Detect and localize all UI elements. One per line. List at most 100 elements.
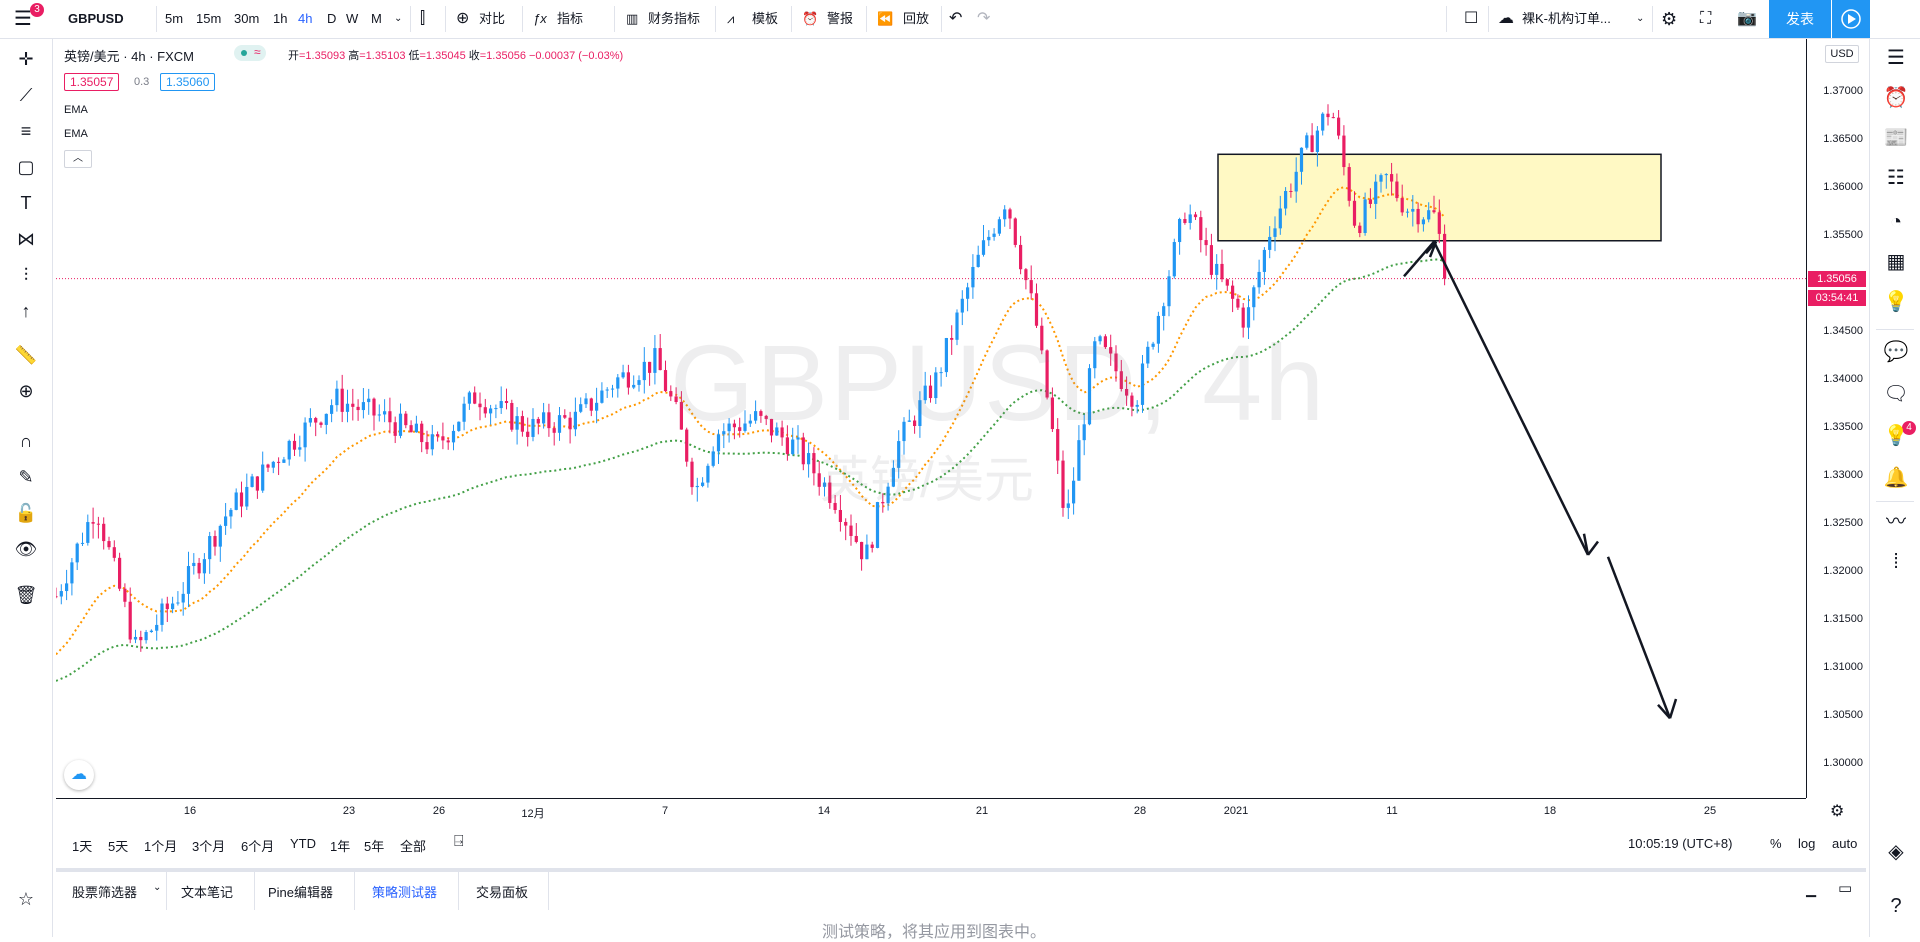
bulb-idea-icon[interactable]: 💡 bbox=[1883, 425, 1909, 447]
watchlist-icon[interactable]: ☰ bbox=[1887, 47, 1905, 69]
trash-icon[interactable]: 🗑 bbox=[14, 585, 38, 605]
chart-pane[interactable] bbox=[54, 39, 1806, 798]
financials-button[interactable]: 财务指标 bbox=[648, 11, 701, 26]
messages-icon[interactable]: 🗨 bbox=[1883, 383, 1909, 405]
eye-icon[interactable]: 👁 bbox=[14, 539, 38, 559]
dom-icon[interactable]: ⁞ bbox=[1893, 551, 1899, 573]
magnet-icon[interactable]: ∩ bbox=[19, 431, 33, 451]
trend-chart-icon[interactable]: 〰 bbox=[1886, 511, 1906, 533]
news-icon[interactable]: 📰 bbox=[1883, 127, 1909, 149]
replay-icon[interactable]: ⏪ bbox=[877, 11, 894, 26]
help-icon[interactable]: ? bbox=[1890, 895, 1902, 917]
rectangle-icon[interactable]: ▢ bbox=[17, 157, 35, 177]
financials-chart-icon[interactable]: ▥ bbox=[626, 11, 639, 26]
ideas-bulb-icon[interactable]: 💡 bbox=[1883, 291, 1909, 313]
currency-label[interactable]: USD bbox=[1825, 45, 1859, 63]
ema-legend-1[interactable]: EMA bbox=[64, 104, 88, 116]
alarm-clock-icon[interactable]: ⏰ bbox=[802, 11, 819, 26]
auto-toggle[interactable]: auto bbox=[1832, 836, 1858, 851]
interval-m[interactable]: M bbox=[371, 11, 382, 26]
interval-30m[interactable]: 30m bbox=[234, 11, 260, 26]
chevron-down-icon[interactable]: ⌄ bbox=[394, 13, 403, 24]
unlock-icon[interactable]: 🔓 bbox=[14, 503, 38, 523]
interval-w[interactable]: W bbox=[346, 11, 359, 26]
range-ytd[interactable]: YTD bbox=[290, 836, 316, 851]
replay-button[interactable]: 回放 bbox=[903, 11, 930, 26]
square-layout-icon[interactable]: ☐ bbox=[1464, 10, 1479, 27]
arrow-down-line[interactable] bbox=[1432, 241, 1590, 556]
tab-trading-panel[interactable]: 交易面板 bbox=[476, 885, 529, 900]
arrow-up-icon[interactable]: ↑ bbox=[21, 301, 31, 321]
gear-icon[interactable]: ⚙ bbox=[1661, 9, 1678, 29]
data-window-icon[interactable]: ☷ bbox=[1887, 167, 1905, 189]
fx-icon[interactable]: ƒx bbox=[533, 11, 547, 26]
arrow-down-head[interactable] bbox=[1586, 540, 1600, 556]
interval-4h[interactable]: 4h bbox=[298, 11, 313, 26]
interval-15m[interactable]: 15m bbox=[196, 11, 222, 26]
goto-date-icon[interactable]: ⍈ bbox=[454, 833, 464, 850]
chat-icon[interactable]: 💬 bbox=[1883, 341, 1909, 363]
play-icon[interactable] bbox=[1832, 0, 1870, 38]
prediction-icon[interactable]: ⫶ bbox=[23, 265, 29, 285]
maximize-icon[interactable]: ▭ bbox=[1838, 880, 1853, 897]
range-1m[interactable]: 1个月 bbox=[144, 839, 178, 854]
clock[interactable]: 10:05:19 (UTC+8) bbox=[1628, 836, 1733, 851]
trend-line-icon[interactable]: ⟋ bbox=[19, 85, 33, 105]
market-status-icon[interactable] bbox=[234, 45, 266, 61]
templates-icon[interactable]: ⩘ bbox=[727, 11, 735, 26]
compare-plus-icon[interactable]: ⊕ bbox=[456, 10, 470, 27]
zoom-in-icon[interactable]: ⊕ bbox=[18, 381, 34, 401]
camera-icon[interactable]: 📷 bbox=[1737, 10, 1757, 27]
interval-1h[interactable]: 1h bbox=[273, 11, 288, 26]
range-3m[interactable]: 3个月 bbox=[192, 839, 226, 854]
calendar-icon[interactable]: ▦ bbox=[1886, 251, 1906, 273]
price-chart[interactable] bbox=[54, 39, 1806, 798]
price-axis[interactable]: USD 1.370001.365001.360001.355001.350001… bbox=[1806, 39, 1869, 798]
interval-5m[interactable]: 5m bbox=[165, 11, 184, 26]
crosshair-icon[interactable]: ✛ bbox=[18, 49, 34, 69]
ema-slow-line[interactable] bbox=[55, 258, 1445, 682]
gear-icon[interactable]: ⚙ bbox=[1830, 803, 1845, 820]
chevron-down-icon[interactable]: ⌄ bbox=[1636, 13, 1645, 24]
ruler-icon[interactable]: 📏 bbox=[14, 345, 38, 365]
symbol-search[interactable]: GBPUSD bbox=[68, 11, 124, 26]
alert-button[interactable]: 警报 bbox=[827, 11, 854, 26]
tradingview-logo-icon[interactable]: ☁ bbox=[64, 760, 94, 790]
layout-name[interactable]: 裸K-机构订单... bbox=[1522, 11, 1611, 26]
tab-text-notes[interactable]: 文本笔记 bbox=[181, 885, 234, 900]
tab-strategy-tester[interactable]: 策略测试器 bbox=[372, 885, 438, 900]
arrow-down-head[interactable] bbox=[1582, 533, 1590, 556]
range-5y[interactable]: 5年 bbox=[364, 839, 385, 854]
indicators-button[interactable]: 指标 bbox=[557, 11, 584, 26]
hotlist-icon[interactable]: ◔ bbox=[1889, 211, 1903, 233]
buy-price[interactable]: 1.35060 bbox=[160, 73, 216, 91]
compare-button[interactable]: 对比 bbox=[479, 11, 506, 26]
ema-legend-2[interactable]: EMA bbox=[64, 128, 88, 140]
tab-pine-editor[interactable]: Pine编辑器 bbox=[268, 885, 334, 900]
arrow-down-head-2[interactable] bbox=[1668, 698, 1678, 719]
undo-icon[interactable]: ↶ bbox=[949, 10, 963, 27]
horizontal-lines-icon[interactable]: ≡ bbox=[20, 121, 32, 141]
candle-type-icon[interactable]: ⫿ bbox=[420, 10, 426, 27]
range-all[interactable]: 全部 bbox=[400, 839, 427, 854]
percent-toggle[interactable]: % bbox=[1770, 836, 1782, 851]
alarm-clock-icon[interactable]: ⏰ bbox=[1883, 87, 1909, 109]
minimize-icon[interactable]: ▁ bbox=[1806, 882, 1816, 897]
interval-d[interactable]: D bbox=[327, 11, 337, 26]
range-1d[interactable]: 1天 bbox=[72, 839, 93, 854]
range-6m[interactable]: 6个月 bbox=[241, 839, 275, 854]
arrow-down-line-2[interactable] bbox=[1606, 556, 1672, 719]
legend-title[interactable]: 英镑/美元 · 4h · FXCM bbox=[64, 49, 195, 64]
time-axis[interactable]: 16 23 26 12月 7 14 21 28 2021 11 18 25 bbox=[56, 798, 1806, 825]
arrow-up-line[interactable] bbox=[1403, 240, 1435, 278]
layers-icon[interactable]: ◈ bbox=[1888, 841, 1904, 863]
star-icon[interactable]: ☆ bbox=[17, 889, 35, 909]
cloud-icon[interactable]: ☁ bbox=[1498, 10, 1514, 27]
redo-icon[interactable]: ↷ bbox=[977, 10, 991, 27]
templates-button[interactable]: 模板 bbox=[752, 11, 779, 26]
tab-stock-screener[interactable]: 股票筛选器 bbox=[72, 885, 138, 900]
bell-icon[interactable]: 🔔 bbox=[1883, 467, 1909, 489]
collapse-legend-button[interactable]: ︿ bbox=[64, 150, 92, 168]
range-5d[interactable]: 5天 bbox=[108, 839, 129, 854]
arrow-down-head-2[interactable] bbox=[1657, 703, 1671, 720]
